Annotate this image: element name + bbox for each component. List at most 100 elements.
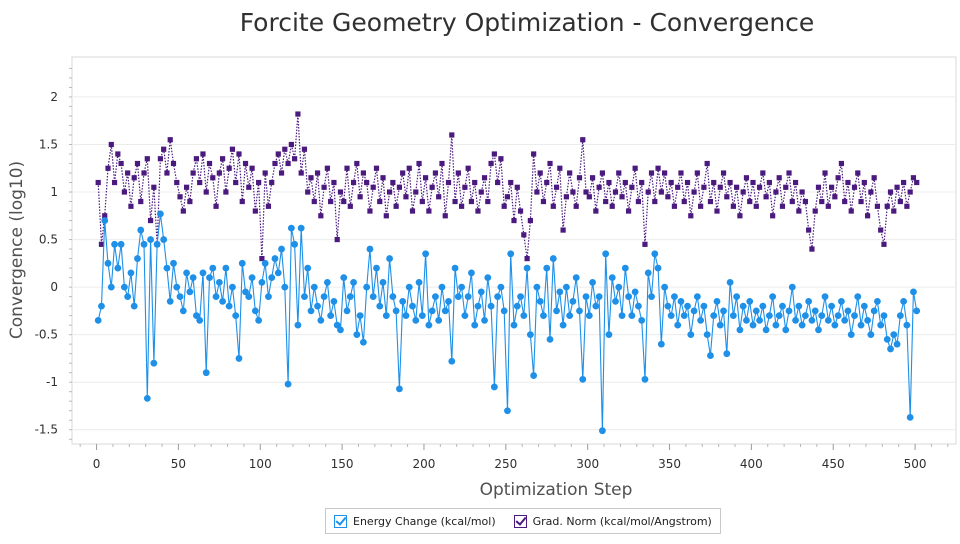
data-point: [789, 198, 795, 205]
data-point: [716, 321, 724, 329]
data-point: [153, 240, 161, 248]
data-point: [844, 307, 852, 315]
x-tick-label: 150: [331, 457, 354, 471]
data-point: [737, 213, 743, 219]
data-point: [105, 165, 111, 171]
data-point: [340, 274, 348, 281]
y-tick-label: -0.5: [35, 328, 58, 342]
data-point: [526, 331, 534, 339]
data-point: [523, 264, 531, 272]
data-point: [589, 175, 596, 181]
data-point: [785, 307, 793, 315]
data-point: [874, 203, 881, 209]
data-point: [242, 288, 249, 296]
data-point: [514, 184, 520, 190]
data-point: [605, 331, 613, 339]
data-point: [157, 210, 164, 218]
x-tick-label: 50: [171, 457, 186, 471]
energy-change-checkbox[interactable]: [334, 514, 347, 528]
series-line: [97, 114, 918, 259]
data-point: [402, 312, 410, 320]
data-point: [544, 179, 550, 186]
data-point: [878, 227, 884, 233]
data-point: [756, 316, 763, 324]
data-point: [593, 208, 599, 214]
data-point: [334, 236, 340, 243]
data-point: [870, 307, 878, 315]
data-point: [366, 245, 374, 253]
data-point: [599, 427, 606, 435]
data-point: [304, 264, 312, 272]
data-point: [880, 312, 888, 320]
data-point: [220, 156, 226, 162]
data-point: [756, 184, 763, 190]
data-point: [359, 338, 367, 346]
data-point: [563, 194, 569, 200]
data-point: [137, 226, 145, 234]
data-point: [274, 269, 282, 277]
data-point: [229, 283, 236, 291]
data-point: [874, 297, 881, 305]
data-point: [143, 394, 151, 402]
series-grad-norm: [95, 111, 920, 262]
data-point: [743, 316, 750, 324]
data-point: [536, 297, 544, 305]
data-point: [478, 189, 484, 195]
data-point: [739, 302, 747, 310]
data-point: [343, 307, 351, 315]
data-point: [602, 250, 610, 258]
data-point: [497, 283, 505, 291]
data-point: [321, 184, 327, 190]
data-point: [871, 175, 877, 181]
data-point: [809, 246, 815, 252]
data-point: [693, 293, 701, 301]
data-point: [193, 312, 200, 320]
x-tick-labels: 0 50 100 150 200 250 300 350 400 450 500: [93, 457, 927, 471]
data-point: [753, 203, 759, 209]
data-point: [842, 198, 848, 205]
data-point: [127, 269, 135, 277]
data-point: [249, 165, 255, 171]
data-point: [170, 259, 177, 267]
data-point: [573, 203, 579, 209]
data-point: [520, 312, 528, 320]
data-point: [98, 241, 105, 247]
data-point: [703, 331, 711, 339]
data-point: [707, 352, 714, 359]
data-point: [648, 293, 655, 301]
data-point: [246, 184, 252, 190]
data-point: [400, 170, 406, 176]
data-point: [382, 312, 390, 320]
series-energy-change: [94, 210, 921, 435]
data-point: [239, 198, 245, 205]
data-point: [373, 264, 380, 272]
data-point: [835, 175, 841, 181]
data-point: [540, 198, 547, 205]
data-point: [638, 316, 646, 324]
data-point: [664, 302, 672, 310]
data-point: [867, 331, 875, 339]
data-point: [104, 259, 112, 267]
legend-item-grad-norm[interactable]: Grad. Norm (kcal/mol/Angstrom): [513, 514, 712, 528]
data-point: [531, 151, 537, 157]
data-point: [131, 175, 137, 181]
data-point: [694, 170, 700, 176]
data-point: [752, 307, 760, 315]
data-point: [138, 198, 144, 205]
data-point: [193, 156, 200, 162]
data-point: [202, 369, 210, 377]
legend-item-energy-change[interactable]: Energy Change (kcal/mol): [334, 514, 496, 528]
data-point: [481, 175, 488, 181]
data-point: [150, 359, 158, 367]
y-tick-label: 0.5: [39, 233, 58, 247]
data-point: [305, 189, 311, 195]
data-point: [490, 383, 498, 391]
data-point: [680, 312, 688, 320]
data-point: [861, 179, 867, 186]
grad-norm-checkbox[interactable]: [513, 514, 527, 528]
data-point: [678, 170, 684, 176]
data-point: [864, 316, 871, 324]
grid-lines: [72, 96, 956, 431]
data-point: [540, 312, 547, 320]
data-point: [527, 217, 533, 224]
